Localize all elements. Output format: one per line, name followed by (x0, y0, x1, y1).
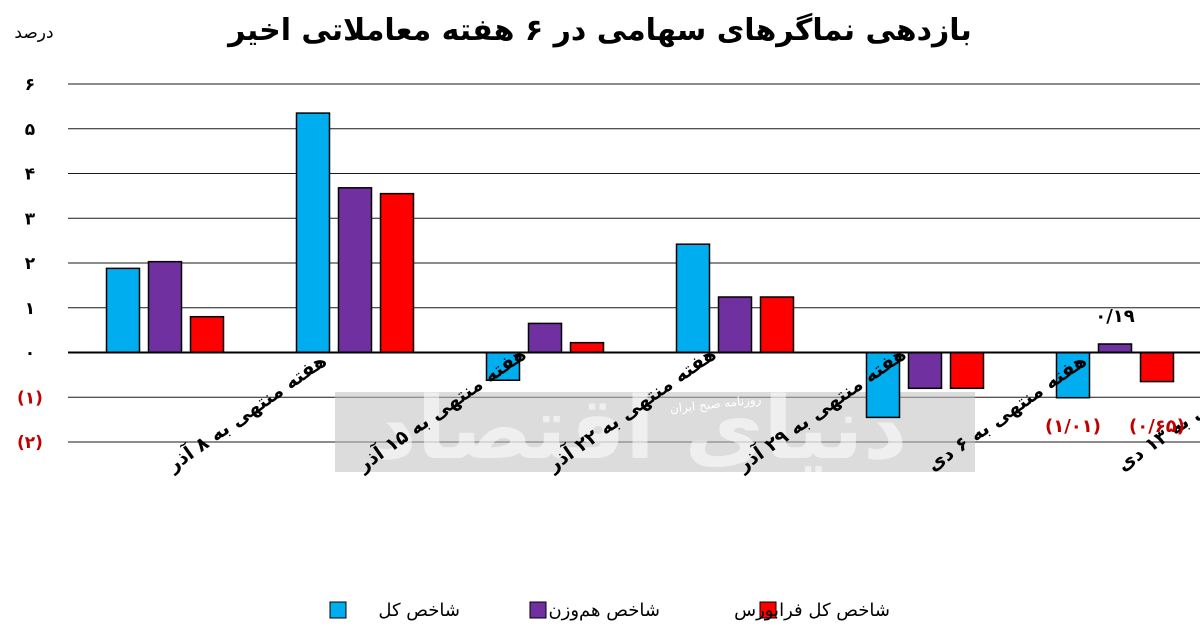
bar-s1-c3 (717, 296, 753, 354)
y-tick-label-3: ۳ (25, 209, 36, 229)
bar-s0-c4 (865, 351, 901, 419)
y-tick-label-6: ۰ (25, 344, 35, 364)
bar-s0-c2 (485, 351, 521, 381)
bar-s0-c0 (105, 267, 141, 354)
legend-label-1: شاخص هم‌وزن (548, 600, 660, 621)
bar-s0-c1 (295, 112, 331, 354)
y-tick-label-1: ۵ (25, 120, 35, 140)
gridlines (68, 83, 1200, 443)
bar-s1-c4 (907, 351, 943, 390)
y-tick-label-4: ۲ (25, 254, 36, 274)
bar-s2-c0 (189, 315, 225, 354)
y-tick-label-8: (۲) (17, 433, 43, 453)
bar-s2-c5 (1139, 351, 1175, 383)
bar-s2-c1 (379, 192, 415, 354)
legend-swatch-1 (529, 601, 547, 619)
chart-title: بازدهی نماگرهای سهامی در ۶ هفته معاملاتی… (226, 12, 972, 48)
data-label-2: (۰/۶۵) (1129, 416, 1185, 437)
watermark-logo: دنیای اقتصاد (373, 379, 908, 479)
bar-s1-c5 (1097, 343, 1133, 354)
data-label-1: (۱/۰۱) (1045, 416, 1101, 437)
legend-swatch-2 (759, 601, 777, 619)
y-tick-labels: ۶ ۵ ۴ ۳ ۲ ۱ ۰ (۱) (۲) (17, 75, 43, 453)
y-tick-label-2: ۴ (25, 165, 35, 185)
legend-label-0: شاخص کل (378, 600, 460, 621)
bar-s2-c3 (759, 296, 795, 354)
data-label-0: ۰/۱۹ (1095, 306, 1135, 327)
legend: شاخص کل شاخص هم‌وزن شاخص کل فرابورس (329, 600, 890, 621)
y-tick-label-0: ۶ (25, 75, 35, 95)
bar-s1-c0 (147, 260, 183, 354)
y-tick-label-5: ۱ (25, 299, 35, 319)
y-axis-unit-label: درصد (14, 23, 53, 43)
bar-s2-c2 (569, 341, 605, 354)
legend-label-2: شاخص کل فرابورس (734, 600, 890, 621)
bar-s2-c4 (949, 351, 985, 390)
bar-s0-c3 (675, 243, 711, 354)
bars (105, 112, 1175, 419)
bar-s1-c2 (527, 322, 563, 354)
legend-swatch-0 (329, 601, 347, 619)
data-labels: ۰/۱۹ (۱/۰۱) (۰/۶۵) (1045, 306, 1185, 437)
y-tick-label-7: (۱) (17, 388, 43, 408)
bar-s1-c1 (337, 187, 373, 354)
x-tick-label-0: هفته منتهی به ۸ آذر (161, 348, 330, 477)
